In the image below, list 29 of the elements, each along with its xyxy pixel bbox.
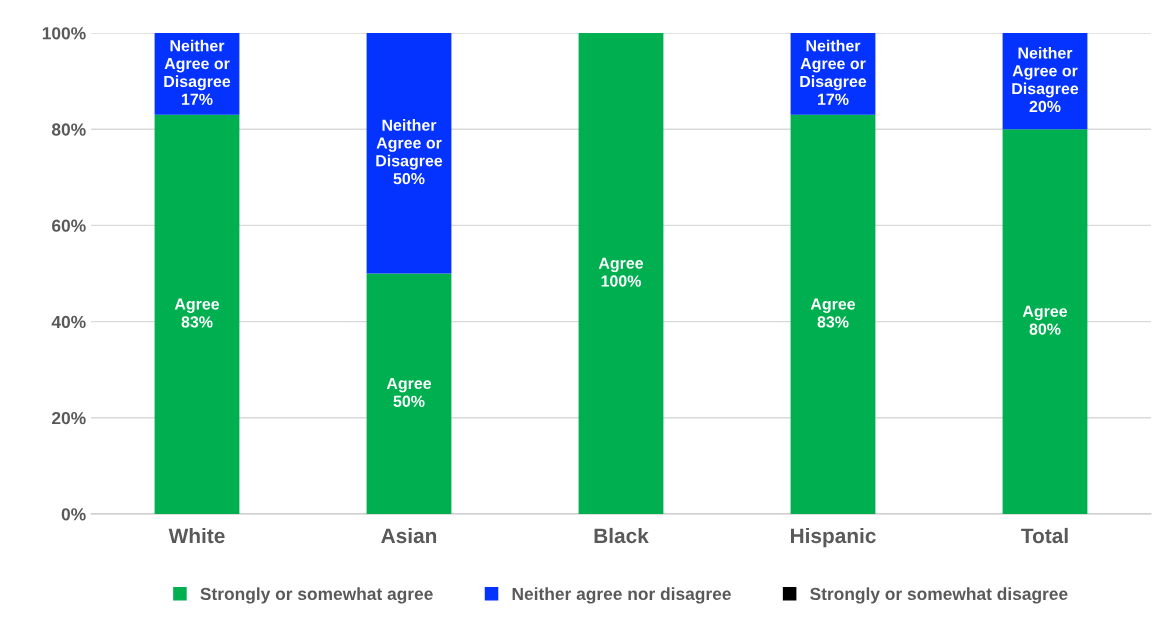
legend-label: Strongly or somewhat disagree xyxy=(810,587,1068,604)
data-label: Neither Agree or Disagree 17% xyxy=(800,39,867,105)
bar xyxy=(366,273,452,514)
data-label: Agree 50% xyxy=(386,377,432,407)
data-label: Agree 80% xyxy=(1022,305,1068,335)
data-label: Agree 83% xyxy=(174,298,220,328)
y-tick-label: 100% xyxy=(42,27,86,40)
bar xyxy=(366,33,452,274)
data-label: Neither Agree or Disagree 20% xyxy=(1012,46,1079,113)
y-tick-label: 60% xyxy=(52,219,86,232)
bar xyxy=(154,114,240,514)
x-tick-label: Black xyxy=(594,527,649,544)
bar xyxy=(790,114,876,514)
data-label: Neither Agree or Disagree 17% xyxy=(164,39,231,105)
bar xyxy=(1002,129,1088,514)
data-label: Agree 83% xyxy=(810,298,856,328)
y-tick-label: 20% xyxy=(51,411,86,425)
legend-label: Strongly or somewhat agree xyxy=(200,587,433,604)
x-tick-label: White xyxy=(168,527,225,544)
x-tick-label: Asian xyxy=(381,527,437,544)
y-tick-label: 40% xyxy=(51,315,86,329)
legend-label: Neither agree nor disagree xyxy=(512,587,731,604)
bar xyxy=(578,33,664,514)
data-label: Agree 100% xyxy=(598,257,644,287)
x-tick-label: Hispanic xyxy=(790,527,876,548)
x-tick-label: Total xyxy=(1021,527,1068,544)
y-tick-label: 80% xyxy=(51,123,86,136)
data-label: Neither Agree or Disagree 50% xyxy=(376,119,443,185)
y-tick-label: 0% xyxy=(61,508,86,521)
